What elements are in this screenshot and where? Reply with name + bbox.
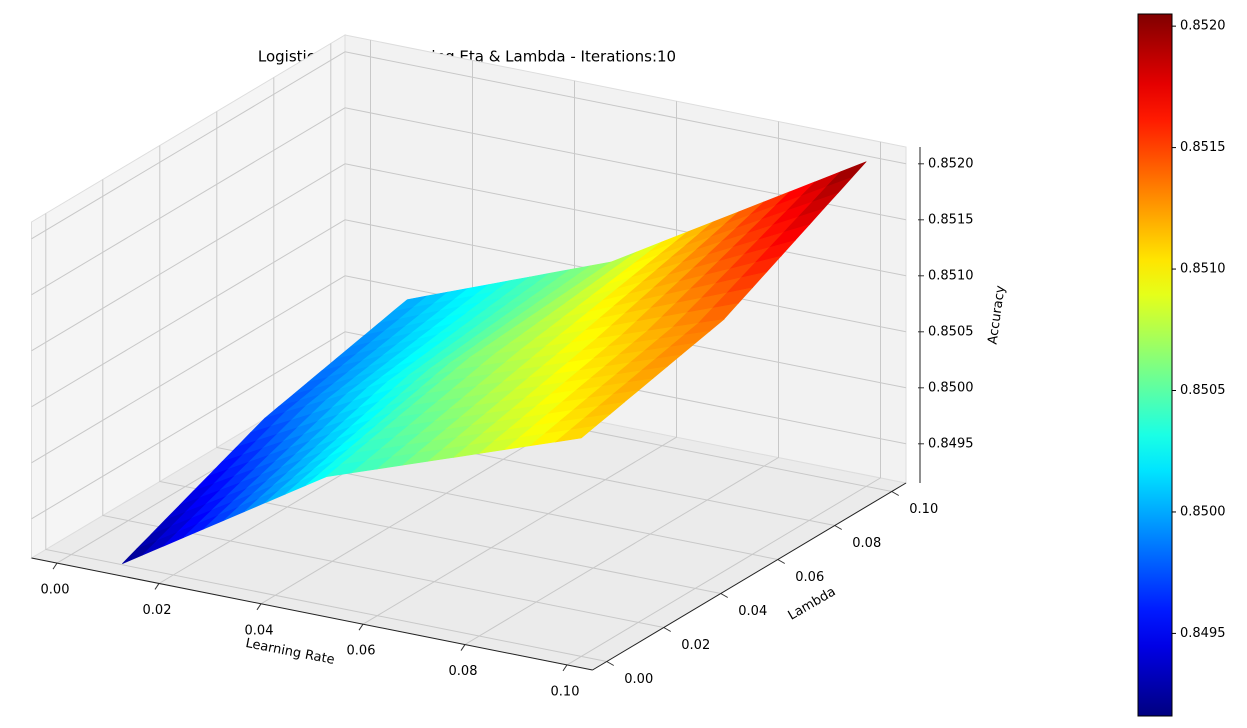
grid-line — [31, 107, 907, 296]
grid-line — [31, 275, 907, 464]
z-tick-label: 0.8510 — [928, 268, 974, 283]
grid-line — [216, 111, 778, 560]
z-tick-label: 0.8500 — [928, 380, 974, 395]
tick-mark — [562, 664, 568, 672]
tick-mark — [52, 562, 58, 570]
y-tick-label: 0.02 — [681, 638, 710, 653]
colorbar-tick-label: 0.8495 — [1180, 626, 1226, 641]
grid-line — [31, 51, 907, 240]
x-axis — [31, 557, 593, 671]
y-axis-label: Lambda — [786, 584, 839, 623]
z-tick-label: 0.8515 — [928, 212, 974, 227]
grid-line — [45, 213, 607, 662]
colorbar-tick-label: 0.8520 — [1180, 19, 1226, 34]
x-tick-label: 0.10 — [551, 684, 580, 699]
y-tick-label: 0.06 — [795, 570, 824, 585]
x-axis-label: Learning Rate — [244, 636, 336, 668]
surface-patch — [554, 425, 597, 443]
left-pane — [31, 34, 346, 559]
x-tick-label: 0.00 — [41, 583, 70, 598]
grid-line — [362, 101, 677, 625]
z-tick-label: 0.8505 — [928, 324, 974, 339]
y-axis — [592, 482, 907, 671]
x-tick-label: 0.08 — [449, 664, 478, 679]
grid-line — [159, 145, 721, 594]
tick-mark — [663, 627, 671, 632]
colorbar — [1137, 13, 1173, 717]
z-axis-label: Accuracy — [985, 284, 1008, 345]
grid-line — [31, 331, 907, 520]
grid-line — [102, 179, 664, 628]
y-tick-label: 0.08 — [852, 536, 881, 551]
colorbar-tick-label: 0.8510 — [1180, 262, 1226, 277]
y-tick-label: 0.10 — [909, 502, 938, 517]
colorbar-tick-label: 0.8500 — [1180, 504, 1226, 519]
z-tick-label: 0.8520 — [928, 156, 974, 171]
grid-line — [566, 141, 881, 666]
tick-mark — [256, 603, 262, 611]
tick-mark — [154, 583, 160, 590]
tick-mark — [606, 661, 614, 666]
x-tick-label: 0.06 — [347, 644, 376, 659]
tick-mark — [891, 491, 899, 496]
colorbar-tick-label: 0.8515 — [1180, 140, 1226, 155]
tick-mark — [358, 623, 364, 631]
tick-mark — [834, 525, 842, 530]
y-tick-label: 0.00 — [624, 672, 653, 687]
tick-mark — [460, 644, 466, 651]
y-tick-label: 0.04 — [738, 604, 767, 619]
z-tick-label: 0.8495 — [928, 436, 974, 451]
x-tick-label: 0.02 — [143, 603, 172, 618]
tick-mark — [777, 559, 785, 564]
x-tick-label: 0.04 — [245, 623, 274, 638]
tick-mark — [720, 593, 728, 598]
colorbar-tick-label: 0.8505 — [1180, 383, 1226, 398]
